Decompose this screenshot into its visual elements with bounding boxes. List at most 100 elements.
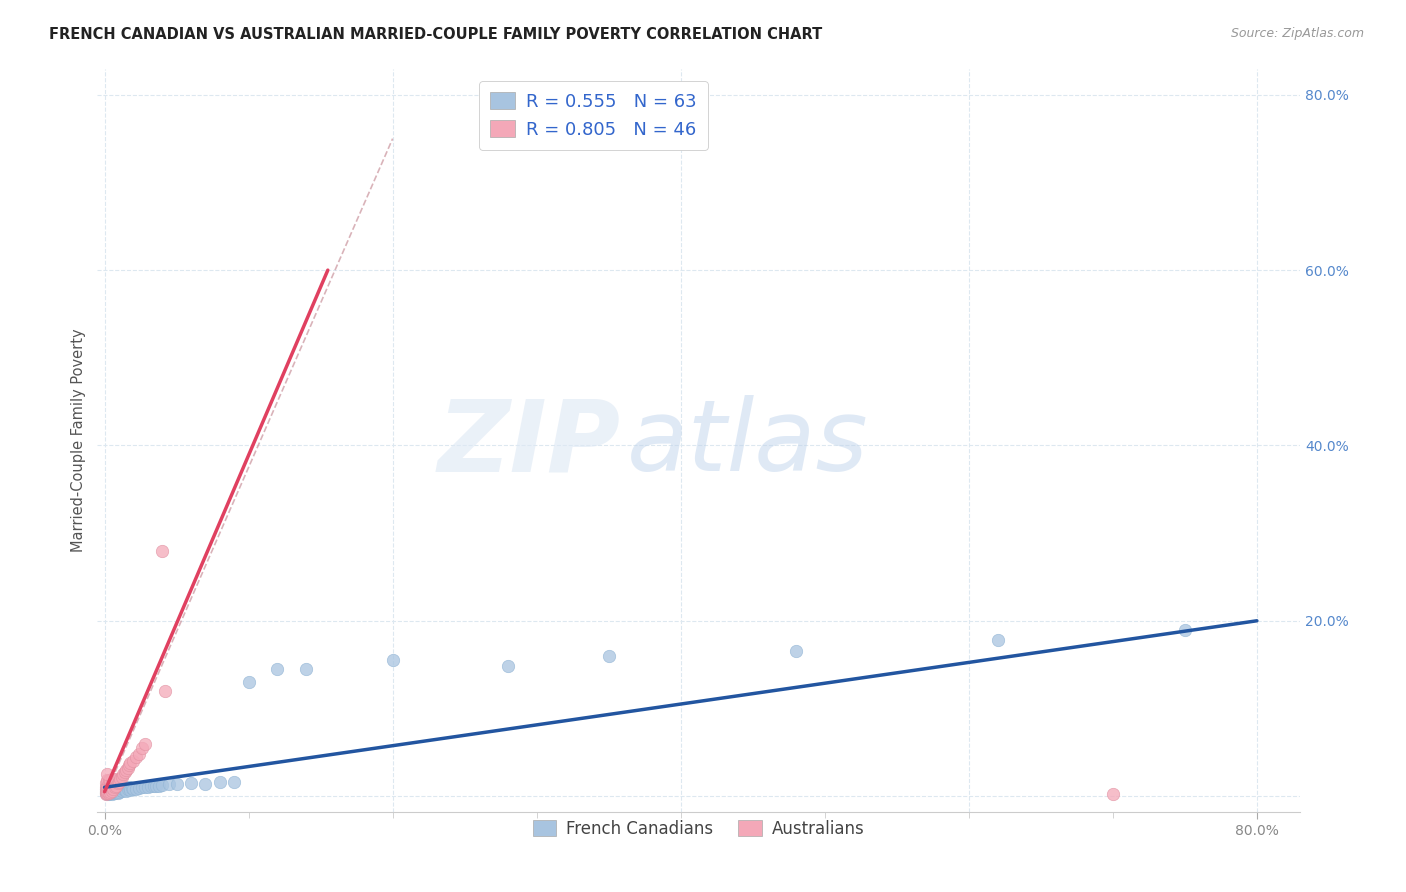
Point: [96, 787, 118, 801]
Point: [112, 767, 135, 781]
Point: [103, 787, 125, 801]
Point: [107, 782, 129, 797]
Point: [96, 781, 118, 796]
Point: [104, 786, 127, 800]
Point: [238, 675, 260, 690]
Point: [987, 633, 1010, 648]
Point: [120, 756, 142, 770]
Point: [142, 780, 165, 794]
Point: [224, 775, 246, 789]
Point: [94, 785, 117, 799]
Point: [114, 764, 136, 779]
Point: [96, 779, 118, 793]
Point: [105, 780, 128, 795]
Point: [97, 773, 120, 788]
Point: [121, 781, 143, 796]
Text: FRENCH CANADIAN VS AUSTRALIAN MARRIED-COUPLE FAMILY POVERTY CORRELATION CHART: FRENCH CANADIAN VS AUSTRALIAN MARRIED-CO…: [49, 27, 823, 42]
Point: [145, 779, 167, 793]
Point: [110, 783, 132, 797]
Point: [96, 784, 118, 798]
Point: [96, 767, 118, 781]
Point: [108, 775, 131, 789]
Point: [125, 749, 148, 764]
Point: [98, 787, 121, 801]
Point: [96, 780, 118, 795]
Point: [115, 763, 138, 777]
Point: [98, 780, 121, 795]
Text: ZIP: ZIP: [437, 395, 620, 492]
Point: [104, 780, 127, 795]
Point: [105, 785, 128, 799]
Point: [117, 782, 139, 797]
Point: [295, 662, 318, 676]
Point: [128, 747, 150, 761]
Point: [103, 782, 125, 797]
Point: [97, 786, 120, 800]
Point: [97, 782, 120, 797]
Point: [104, 773, 127, 788]
Point: [131, 740, 153, 755]
Point: [112, 782, 135, 797]
Point: [94, 788, 117, 802]
Point: [150, 543, 173, 558]
Point: [150, 778, 173, 792]
Point: [114, 783, 136, 797]
Text: atlas: atlas: [627, 395, 868, 492]
Point: [100, 781, 122, 796]
Point: [166, 777, 188, 791]
Point: [96, 784, 118, 798]
Point: [103, 776, 125, 790]
Point: [107, 786, 129, 800]
Point: [134, 737, 156, 751]
Point: [105, 779, 128, 793]
Point: [1174, 623, 1197, 637]
Point: [100, 785, 122, 799]
Point: [381, 653, 404, 667]
Text: Source: ZipAtlas.com: Source: ZipAtlas.com: [1230, 27, 1364, 40]
Point: [496, 659, 519, 673]
Point: [208, 775, 231, 789]
Point: [128, 781, 150, 796]
Point: [96, 788, 118, 802]
Point: [108, 780, 131, 795]
Point: [180, 776, 202, 790]
Point: [107, 776, 129, 790]
Point: [96, 773, 118, 788]
Point: [94, 780, 117, 795]
Point: [97, 786, 120, 800]
Point: [94, 782, 117, 797]
Point: [157, 777, 180, 791]
Point: [110, 772, 132, 786]
Point: [98, 773, 121, 788]
Point: [111, 770, 134, 784]
Point: [103, 780, 125, 795]
Point: [785, 644, 807, 658]
Point: [97, 788, 120, 802]
Point: [94, 787, 117, 801]
Point: [194, 777, 217, 791]
Point: [98, 784, 121, 798]
Point: [117, 761, 139, 775]
Point: [118, 758, 141, 772]
Point: [100, 788, 122, 802]
Point: [125, 782, 148, 797]
Point: [266, 662, 288, 676]
Point: [108, 785, 131, 799]
Point: [153, 684, 176, 698]
Point: [94, 786, 117, 800]
Point: [103, 784, 125, 798]
Point: [100, 772, 122, 786]
Point: [94, 784, 117, 798]
Legend: French Canadians, Australians: French Canadians, Australians: [526, 814, 872, 845]
Point: [118, 780, 141, 795]
Point: [100, 779, 122, 793]
Point: [115, 784, 138, 798]
Point: [100, 784, 122, 798]
Point: [148, 779, 170, 793]
Point: [105, 772, 128, 786]
Point: [98, 785, 121, 799]
Point: [97, 779, 120, 793]
Point: [111, 784, 134, 798]
Point: [131, 780, 153, 795]
Point: [97, 783, 120, 797]
